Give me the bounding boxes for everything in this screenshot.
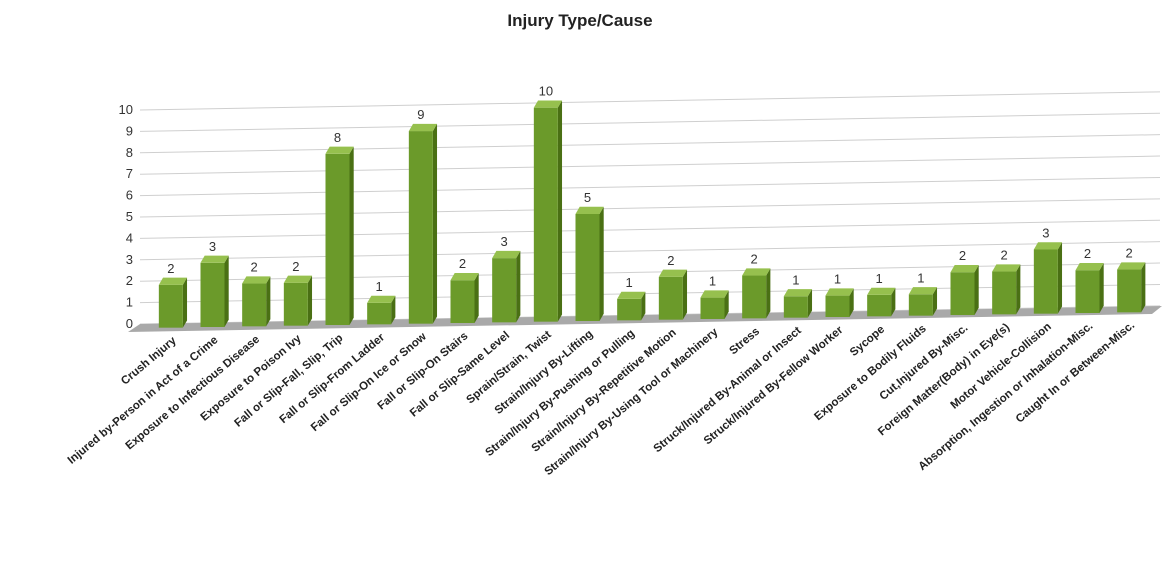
data-label: 10 (539, 84, 553, 99)
x-tick-label: Sycope (848, 323, 887, 358)
bar (450, 273, 479, 323)
gridline (139, 112, 1161, 132)
data-label: 2 (1126, 246, 1133, 261)
bar (158, 277, 188, 328)
y-tick-label: 4 (126, 230, 133, 245)
gridline (139, 198, 1161, 218)
bar (908, 287, 938, 316)
bar (575, 206, 604, 321)
data-label: 3 (501, 234, 508, 249)
x-tick-label: Struck/Injured By-Animal or Insect (652, 325, 804, 455)
bar (1075, 263, 1104, 313)
bar (742, 268, 771, 319)
chart-floor (128, 306, 1162, 332)
bar (367, 295, 396, 325)
y-tick-label: 3 (126, 252, 133, 267)
data-labels: 2 3 2 2 8 1 9 2 3 10 5 1 2 1 2 1 1 1 1 2 2 3 2 2 (167, 84, 1133, 294)
bar (1117, 262, 1146, 313)
data-label: 1 (376, 279, 383, 294)
data-label: 2 (751, 252, 758, 267)
bar (325, 146, 354, 325)
data-label: 2 (667, 253, 674, 268)
bar (1033, 242, 1063, 314)
x-tick-label: Strain/Injury By-Repetitive Motion (530, 327, 679, 455)
y-axis-ticks: 0 1 2 3 4 5 6 7 8 9 10 (119, 102, 133, 331)
bar (867, 287, 896, 317)
data-label: 5 (584, 190, 591, 205)
gridline (139, 219, 1161, 239)
bar (242, 276, 271, 327)
bar (408, 123, 438, 324)
bar (283, 275, 313, 326)
data-label: 2 (251, 260, 258, 275)
data-label: 1 (626, 275, 633, 290)
bar (492, 250, 521, 323)
data-label: 2 (1084, 246, 1091, 261)
gridline (139, 176, 1161, 197)
gridline (139, 134, 1161, 154)
data-label: 2 (459, 256, 466, 271)
x-tick-label: Strain/Injury By-Pushing or Pulling (484, 327, 638, 459)
gridline (139, 155, 1161, 175)
gridline (139, 91, 1161, 111)
data-label: 1 (792, 272, 799, 287)
data-label: 3 (209, 239, 216, 254)
floor (128, 306, 1162, 332)
bar (200, 255, 229, 327)
bar (617, 291, 646, 321)
data-label: 2 (167, 261, 174, 276)
bars (158, 100, 1146, 328)
data-label: 1 (709, 274, 716, 289)
y-tick-label: 2 (126, 273, 133, 288)
data-label: 3 (1042, 225, 1049, 240)
y-tick-label: 7 (126, 166, 133, 181)
y-tick-label: 0 (126, 316, 133, 331)
bar (658, 269, 688, 320)
y-tick-label: 6 (126, 188, 133, 203)
chart-title: Injury Type/Cause (507, 11, 652, 30)
bar (700, 290, 729, 319)
bar (533, 100, 563, 322)
y-tick-label: 5 (126, 209, 133, 224)
data-label: 8 (334, 130, 341, 145)
bar (992, 264, 1021, 315)
data-label: 1 (876, 271, 883, 286)
data-label: 2 (1001, 248, 1008, 263)
gridline (139, 241, 1161, 261)
bar (783, 289, 813, 318)
bar (950, 265, 979, 315)
y-tick-label: 1 (126, 295, 133, 310)
data-label: 9 (417, 107, 424, 122)
y-tick-label: 8 (126, 145, 133, 160)
bar (825, 288, 854, 317)
y-tick-label: 9 (126, 123, 133, 138)
data-label: 2 (292, 259, 299, 274)
data-label: 2 (959, 248, 966, 263)
data-label: 1 (834, 272, 841, 287)
x-tick-label: Injured by-Person in Act of a Crime (66, 334, 221, 467)
x-tick-label: Stress (727, 325, 762, 357)
y-tick-label: 10 (119, 102, 133, 117)
data-label: 1 (917, 270, 924, 285)
